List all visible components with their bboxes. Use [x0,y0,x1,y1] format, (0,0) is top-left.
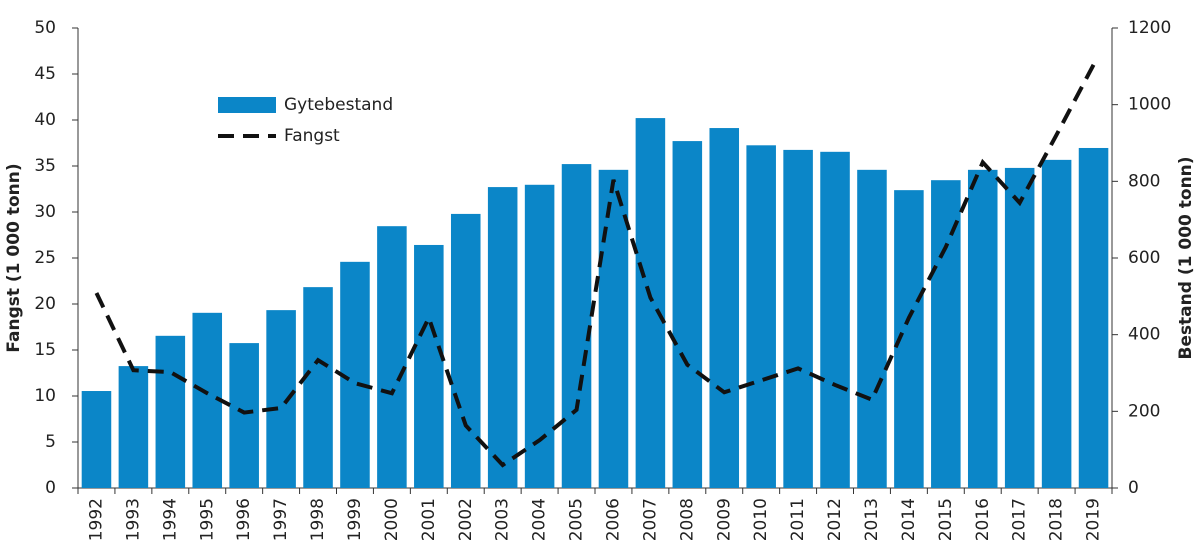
x-tick-label: 1993 [123,498,143,541]
bar [155,335,186,488]
x-tick-label: 2001 [419,498,439,541]
bar [524,184,555,489]
x-tick-label: 1996 [234,498,254,541]
legend-label: Gytebestand [284,95,393,115]
bar [820,151,850,489]
y2-axis-title: Bestand (1 000 tonn) [1176,156,1196,359]
x-tick-label: 2006 [603,498,623,541]
bar [561,164,592,489]
x-tick-label: 2004 [530,498,550,541]
bar [709,128,740,489]
x-tick-label: 2003 [493,498,513,541]
x-tick-label: 2011 [788,498,808,541]
bar [1041,159,1072,488]
bar [118,366,149,488]
y-tick-label: 45 [34,64,56,84]
x-tick-label: 2007 [640,498,660,541]
bar [414,244,444,488]
bar [377,226,407,488]
bar [967,169,998,489]
x-tick-label: 2019 [1084,498,1104,541]
bar [229,343,259,488]
x-tick-label: 2002 [456,498,476,541]
x-tick-label: 2017 [1010,498,1030,541]
x-tick-label: 1999 [345,498,365,541]
bar [635,118,666,488]
y-tick-label: 25 [34,248,56,268]
y2-tick-label: 400 [1128,325,1160,345]
y-axis-title: Fangst (1 000 tonn) [4,163,24,352]
x-tick-label: 1994 [160,498,180,541]
bar [598,169,629,489]
y2-tick-label: 600 [1128,248,1160,268]
x-tick-label: 2016 [973,498,993,541]
x-tick-label: 1997 [271,498,291,541]
x-tick-label: 1998 [308,498,328,541]
x-tick-label: 2018 [1047,498,1067,541]
x-tick-label: 2014 [899,498,919,541]
bar [450,213,481,488]
y-tick-label: 0 [45,478,56,498]
bar [303,287,333,488]
line [94,63,1096,468]
x-tick-label: 1995 [197,498,217,541]
x-tick-label: 2015 [936,498,956,541]
x-tick-label: 2009 [714,498,734,541]
x-tick-label: 2005 [567,498,587,541]
bar [931,180,961,488]
y-tick-label: 50 [34,18,56,38]
x-tick-label: 2013 [862,498,882,541]
y-tick-label: 35 [34,156,56,176]
bar [487,187,518,489]
bar [81,391,112,488]
bar [672,141,703,489]
bar [746,145,776,489]
bar [266,310,296,488]
bar [857,169,887,489]
x-tick-label: 2010 [751,498,771,541]
x-tick-label: 2000 [382,498,402,541]
x-tick-label: 2008 [677,498,697,541]
bar [1004,167,1035,488]
bar [783,149,813,488]
y-tick-label: 15 [34,340,56,360]
x-tick-label: 2012 [825,498,845,541]
y-tick-label: 30 [34,202,56,222]
y-tick-label: 10 [34,386,56,406]
y2-tick-label: 1000 [1128,95,1171,115]
x-tick-label: 1992 [86,498,106,541]
y2-tick-label: 1200 [1128,18,1171,38]
y2-tick-label: 0 [1128,478,1139,498]
y-tick-label: 20 [34,294,56,314]
y-tick-label: 5 [45,432,56,452]
y-tick-label: 40 [34,110,56,130]
legend-label: Fangst [284,126,340,146]
bar [1078,147,1109,488]
legend-swatch [218,97,276,113]
y2-tick-label: 200 [1128,401,1160,421]
y2-tick-label: 800 [1128,171,1160,191]
